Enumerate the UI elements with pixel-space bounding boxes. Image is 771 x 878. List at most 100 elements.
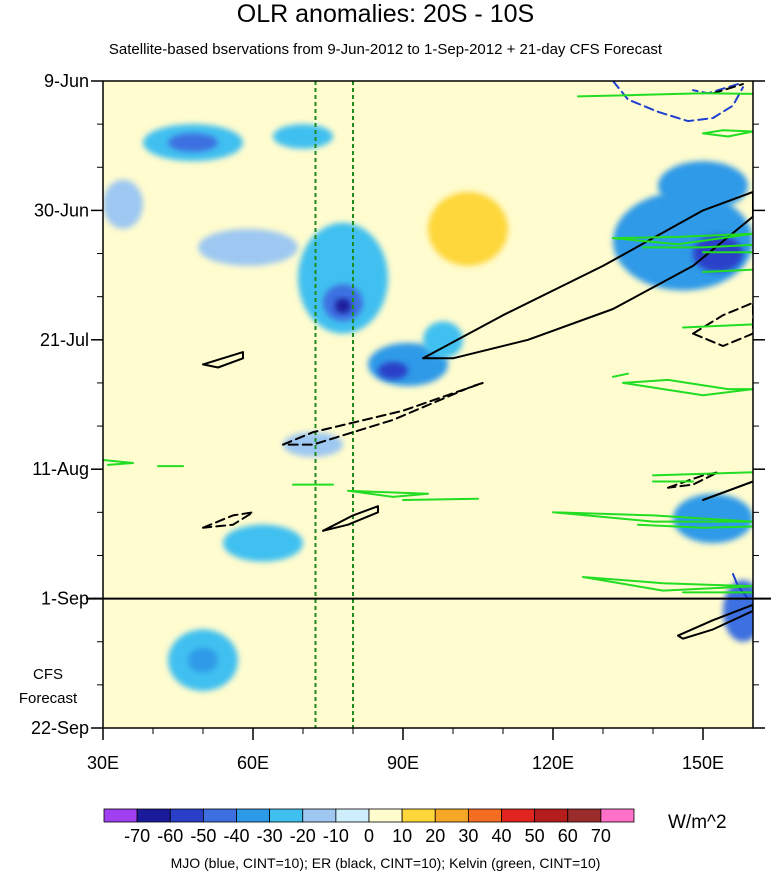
anomaly-region-21 [423,321,463,359]
anomaly-region-18 [335,298,351,314]
plot-frame [102,80,754,729]
er-contour-5 [322,505,379,532]
colorbar-swatch-11 [467,808,502,823]
x-tick-label-4: 150E [682,753,724,773]
forecast-label-line2: Forecast [18,690,78,707]
er-contour-10 [667,471,719,489]
kelvin-contour-26 [652,471,753,477]
colorbar-swatch-7 [335,808,370,823]
colorbar-label-12: 50 [525,826,545,846]
er-contour-4 [202,351,244,369]
y-tick-label-2: 21-Jul [40,330,89,350]
anomaly-region-23 [693,235,743,273]
kelvin-contour-13 [577,92,753,98]
x-tick-label-1: 60E [237,753,269,773]
chart-subtitle: Satellite-based bservations from 9-Jun-2… [108,41,663,58]
anomaly-region-3 [393,549,513,599]
colorbar-swatch-4 [236,808,271,823]
kelvin-contour-24 [347,489,429,498]
colorbar-swatch-13 [534,808,569,823]
colorbar-label-6: -10 [323,826,349,846]
x-tick-label-0: 30E [87,753,119,773]
colorbar-label-5: -20 [290,826,316,846]
axes: 9-Jun 30-Jun 21-Jul 11-Aug 1-Sep 22-Sep 30E 60E… [31,71,765,773]
kelvin-contour-19 [622,378,753,397]
y-tick-label-3: 11-Aug [32,459,89,479]
y-tick-label-4: 1-Sep [41,589,89,609]
colorbar-label-9: 20 [425,826,445,846]
colorbar-swatch-2 [169,808,204,823]
y-tick-label-1: 30-Jun [34,200,89,220]
er-contour-9 [202,511,254,529]
anomaly-region-14 [273,124,333,149]
colorbar-swatch-3 [202,808,237,823]
anomaly-region-1 [463,105,643,205]
colorbar-label-7: 0 [364,826,374,846]
colorbar-swatch-8 [368,808,403,823]
colorbar-swatch-14 [567,808,602,823]
colorbar-swatch-0 [103,808,138,823]
anomaly-region-26 [723,580,753,642]
anomaly-region-28 [188,647,218,673]
kelvin-contour-17 [702,268,753,273]
kelvin-contour-21 [103,459,134,466]
er-contour-8 [282,381,484,446]
colorbar-swatch-5 [269,808,304,823]
colorbar-swatch-12 [501,808,536,823]
kelvin-contour-25 [402,497,479,501]
colorbar-label-4: -30 [257,826,283,846]
colorbar: -70 -60 -50 -40 -30 -20 -10 0 10 20 30 40 50 60 70 [103,808,635,846]
kelvin-contour-14 [702,129,753,138]
colorbar-label-10: 30 [458,826,478,846]
chart-title: OLR anomalies: 20S - 10S [236,0,535,28]
colorbar-swatch-6 [302,808,337,823]
kelvin-contour-15 [612,232,753,246]
anomaly-region-15 [198,228,298,266]
colorbar-label-8: 10 [392,826,412,846]
anomaly-region-20 [378,361,408,380]
anomaly-region-2 [123,327,263,402]
kelvin-contour-18 [682,323,753,329]
colorbar-label-1: -60 [157,826,183,846]
kelvin-contour-28 [552,511,753,523]
anomaly-field [103,81,753,692]
er-contour-7 [702,480,753,501]
colorbar-label-13: 60 [558,826,578,846]
wave-legend-note: MJO (blue, CINT=10); ER (black, CINT=10)… [170,855,601,871]
kelvin-contour-30 [582,576,753,592]
er-contour-12 [712,83,744,95]
wave-contours [103,81,753,640]
kelvin-contour-20 [612,372,629,378]
forecast-label: CFS Forecast [8,663,88,711]
colorbar-label-0: -70 [124,826,150,846]
er-contour-6 [677,603,753,640]
anomaly-region-9 [158,463,208,525]
colorbar-swatch-15 [600,808,635,823]
er-contour-3 [422,190,753,360]
x-tick-label-2: 90E [387,753,419,773]
anomaly-region-4 [603,592,703,655]
kelvin-contour-29 [637,523,753,529]
colorbar-swatch-10 [434,808,469,823]
colorbar-label-14: 70 [591,826,611,846]
colorbar-units: W/m^2 [668,812,727,833]
forecast-label-line1: CFS [33,666,63,683]
colorbar-label-2: -50 [190,826,216,846]
anomaly-region-30 [103,179,143,229]
anomaly-region-29 [223,524,303,562]
colorbar-swatch-1 [136,808,171,823]
colorbar-label-3: -40 [223,826,249,846]
anomaly-region-24 [658,161,748,211]
anomaly-region-7 [428,191,508,266]
anomaly-region-13 [168,133,218,152]
kelvin-contour-16 [642,243,753,249]
anomaly-region-16 [298,222,388,334]
anomaly-region-10 [103,99,128,137]
reference-lines [314,81,354,728]
y-tick-label-0: 9-Jun [44,71,89,91]
mjo-contour-0 [612,81,744,123]
colorbar-label-11: 40 [491,826,511,846]
y-tick-label-5: 22-Sep [31,718,89,738]
x-tick-label-3: 120E [532,753,574,773]
